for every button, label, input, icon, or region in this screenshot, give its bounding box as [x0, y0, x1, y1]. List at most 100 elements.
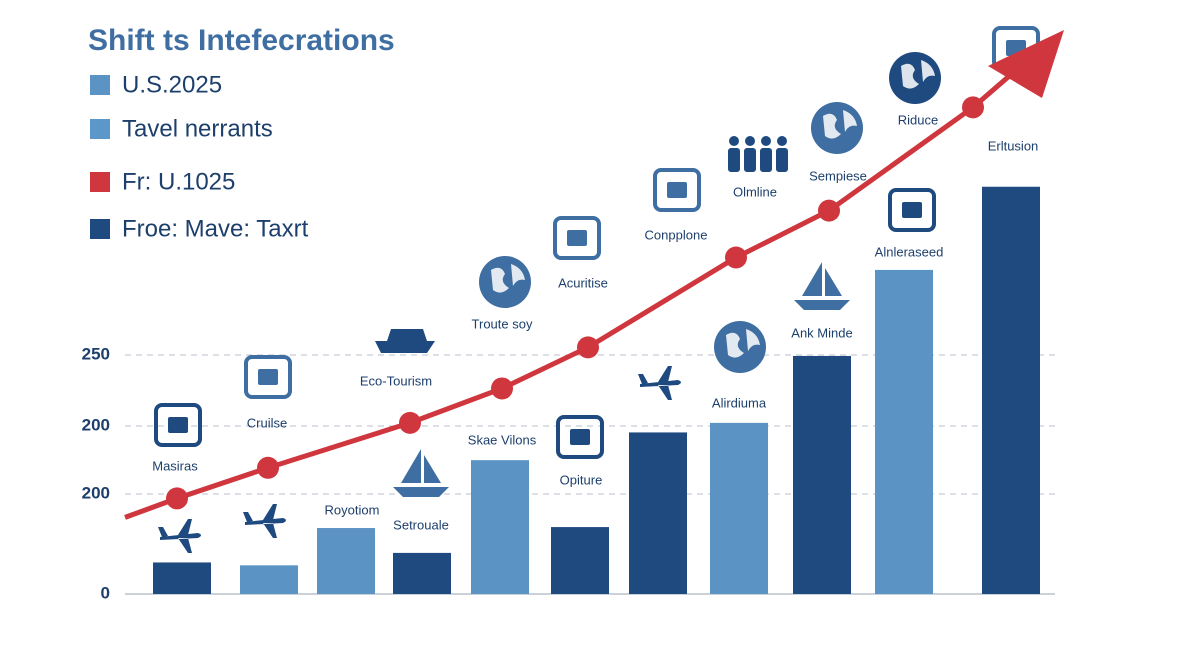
annotation: Setrouale — [393, 517, 449, 532]
trend-point — [166, 487, 188, 510]
annotation: Alnleraseed — [875, 244, 944, 259]
trend-point — [962, 96, 984, 119]
icon-plane — [638, 366, 681, 400]
trend-point — [818, 199, 840, 222]
y-axis-label: 250 — [82, 344, 110, 363]
bar — [793, 355, 851, 594]
icon — [393, 449, 449, 497]
icon-box — [888, 188, 936, 232]
icon — [553, 216, 601, 260]
icon-inner — [902, 202, 922, 218]
bar — [153, 562, 211, 594]
trend-point — [725, 246, 747, 269]
annotation: Ank Minde — [791, 325, 852, 340]
y-axis-label: 0 — [101, 583, 110, 602]
annotation: Riduce — [898, 112, 938, 127]
icon-plane — [243, 504, 286, 538]
icon — [714, 321, 766, 373]
icon-globe — [479, 256, 531, 308]
trend-point — [577, 336, 599, 359]
annotation: Cruilse — [247, 415, 287, 430]
annotation: Olmline — [733, 184, 777, 199]
icon — [243, 504, 286, 538]
icon — [653, 168, 701, 212]
icon — [728, 136, 788, 172]
legend-swatch — [90, 75, 110, 95]
icon-box — [653, 168, 701, 212]
icon-globe — [889, 52, 941, 104]
icon-inner — [258, 369, 278, 385]
icon — [794, 262, 850, 310]
legend-label: Tavel nerrants — [122, 115, 273, 142]
icon-land — [823, 110, 857, 139]
y-axis-label: 200 — [82, 415, 110, 434]
icon-sail — [393, 449, 449, 497]
icon — [888, 188, 936, 232]
icon — [244, 355, 292, 399]
icon-land — [726, 329, 760, 358]
annotation: Masiras — [152, 458, 198, 473]
icon-inner — [570, 429, 590, 445]
legend-label: U.S.2025 — [122, 71, 222, 98]
icon — [158, 519, 201, 553]
icon-head — [745, 136, 755, 146]
trend-line — [176, 105, 975, 501]
icon-plane — [158, 519, 201, 553]
trend-point — [257, 456, 279, 479]
icon-box — [154, 403, 202, 447]
annotation: Erltusion — [988, 138, 1039, 153]
icon-sail — [794, 262, 850, 310]
annotation: Acuritise — [558, 275, 608, 290]
icon — [154, 403, 202, 447]
bar — [551, 527, 609, 594]
icon — [889, 52, 941, 104]
icon — [479, 256, 531, 308]
icon-boat — [375, 329, 435, 353]
annotation: Sempiese — [809, 168, 867, 183]
chart-title: Shift ts Intefecrations — [88, 24, 395, 57]
icon-globe — [714, 321, 766, 373]
bar — [875, 269, 933, 594]
icon-box — [244, 355, 292, 399]
icon-head — [777, 136, 787, 146]
icon-globe — [811, 102, 863, 154]
annotation: Eco-Tourism — [360, 373, 432, 388]
bar — [982, 186, 1040, 594]
icon-box — [556, 415, 604, 459]
icon-inner — [667, 182, 687, 198]
bar — [240, 565, 298, 594]
icon-inner — [168, 417, 188, 433]
icon — [556, 415, 604, 459]
icon — [375, 329, 435, 353]
legend-swatch — [90, 219, 110, 239]
icon-land — [491, 264, 525, 293]
annotation: Opiture — [560, 472, 603, 487]
icon-body — [760, 148, 772, 172]
bar — [317, 528, 375, 594]
icon — [811, 102, 863, 154]
icon-body — [744, 148, 756, 172]
y-axis-label: 200 — [82, 483, 110, 502]
icon-head — [761, 136, 771, 146]
icon — [638, 366, 681, 400]
bar — [629, 432, 687, 594]
legend-swatch — [90, 119, 110, 139]
annotation: Skae Vilons — [468, 432, 537, 447]
icon-box — [553, 216, 601, 260]
icon-inner — [567, 230, 587, 246]
trend-arrowhead — [988, 30, 1064, 98]
annotation: Alirdiuma — [712, 395, 767, 410]
bar — [710, 422, 768, 594]
legend-label: Froe: Mave: Taxrt — [122, 215, 309, 242]
icon-head — [729, 136, 739, 146]
annotation: Royotiom — [325, 502, 380, 517]
bar — [393, 552, 451, 594]
annotation: Conpplone — [645, 227, 708, 242]
bar — [471, 460, 529, 594]
trend-point — [399, 411, 421, 434]
icon-body — [776, 148, 788, 172]
icon-body — [728, 148, 740, 172]
legend-swatch — [90, 172, 110, 192]
legend-label: Fr: U.1025 — [122, 168, 235, 195]
